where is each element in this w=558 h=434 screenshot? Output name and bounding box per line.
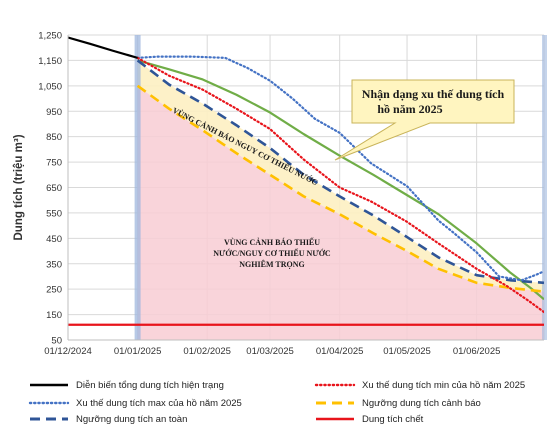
y-tick-label-1: 150 <box>46 310 62 321</box>
y-tick-label-4: 450 <box>46 234 62 245</box>
y-tick-label-6: 650 <box>46 183 62 194</box>
axes <box>67 35 544 341</box>
legend-item-safe: Ngưỡng dung tích an toàn <box>28 411 187 427</box>
legend-label-min-trend: Xu thế dung tích min của hồ năm 2025 <box>362 379 526 391</box>
zone-label-lower-line3: NGHIÊM TRỌNG <box>239 259 304 269</box>
y-tick-label-9: 950 <box>46 107 62 118</box>
x-tick-label-4: 01/04/2025 <box>316 346 364 357</box>
legend-item-current: Diễn biến tổng dung tích hiện trạng <box>28 377 224 393</box>
x-tick-label-6: 01/06/2025 <box>453 346 501 357</box>
y-tick-label-2: 250 <box>46 285 62 296</box>
y-tick-label-8: 850 <box>46 132 62 143</box>
x-tick-label-0: 01/12/2024 <box>44 346 92 357</box>
zone-label-lower: VÙNG CẢNH BÁO THIẾU NƯỚC/NGUY CƠ THIẾU N… <box>213 237 331 269</box>
x-tick-label-2: 01/02/2025 <box>183 346 231 357</box>
callout-text-line2: hồ năm 2025 <box>377 102 442 116</box>
forecast-start-band <box>134 35 547 340</box>
legend-item-min-trend: Xu thế dung tích min của hồ năm 2025 <box>314 377 525 393</box>
legend-swatch-safe <box>30 417 68 421</box>
legend-item-max-trend: Xu thế dung tích max của hồ năm 2025 <box>28 395 242 411</box>
legend-swatch-min-trend <box>314 383 356 387</box>
legend-label-max-trend: Xu thế dung tích max của hồ năm 2025 <box>76 397 242 409</box>
x-tick-label-3: 01/03/2025 <box>246 346 294 357</box>
series-line-2 <box>136 84 544 294</box>
callout-box: Nhận dạng xu thế dung tích hồ năm 2025 <box>334 79 515 161</box>
callout-shape <box>334 79 515 161</box>
capacity-chart: 50 150 250 350 450 550 650 750 850 950 1,050 1,150 1… <box>13 31 547 357</box>
x-tick-label-1: 01/01/2025 <box>114 346 162 357</box>
y-tick-label-12: 1,250 <box>38 31 62 42</box>
legend-label-current: Diễn biến tổng dung tích hiện trạng <box>76 379 224 391</box>
zone-fills <box>137 60 544 340</box>
x-tick-labels: 01/12/2024 01/01/2025 01/02/2025 01/03/2025… <box>44 346 500 357</box>
callout-text-line1: Nhận dạng xu thế dung tích <box>362 87 505 101</box>
legend-swatch-max-trend <box>28 401 70 405</box>
legend-label-dead: Dung tích chết <box>362 413 424 425</box>
legend-swatch-warning <box>316 401 354 405</box>
legend-swatch-current <box>30 383 68 387</box>
zone-severe-fill <box>137 85 544 340</box>
legend-label-warning: Ngưỡng dung tích cảnh báo <box>362 397 481 409</box>
series-line-1 <box>137 59 544 301</box>
series-line-5 <box>136 56 544 314</box>
y-tick-labels: 50 150 250 350 450 550 650 750 850 950 1,050 1,150 1… <box>38 31 62 347</box>
forecast-start-marker <box>134 35 141 340</box>
y-tick-label-5: 550 <box>46 208 62 219</box>
y-tick-label-11: 1,150 <box>38 56 62 67</box>
y-axis-label: Dung tích (triệu m³) <box>13 134 25 240</box>
y-tick-label-7: 750 <box>46 158 62 169</box>
legend-item-dead: Dung tích chết <box>314 411 423 427</box>
legend-swatch-dead <box>316 417 354 421</box>
legend-item-warning: Ngưỡng dung tích cảnh báo <box>314 395 481 411</box>
series-line-6 <box>68 36 138 59</box>
y-tick-label-3: 350 <box>46 259 62 270</box>
series-line-3 <box>136 59 544 285</box>
y-tick-label-10: 1,050 <box>38 81 62 92</box>
x-tick-label-5: 01/05/2025 <box>383 346 431 357</box>
y-tick-label-0: 50 <box>51 336 62 347</box>
zone-label-lower-line1: VÙNG CẢNH BÁO THIẾU <box>224 237 320 247</box>
zone-label-lower-line2: NƯỚC/NGUY CƠ THIẾU NƯỚC <box>213 248 331 258</box>
forecast-end-marker <box>542 35 547 340</box>
series-lines <box>68 36 544 326</box>
legend-label-safe: Ngưỡng dung tích an toàn <box>76 413 188 425</box>
legend: Diễn biến tổng dung tích hiện trạng Xu t… <box>18 376 538 430</box>
